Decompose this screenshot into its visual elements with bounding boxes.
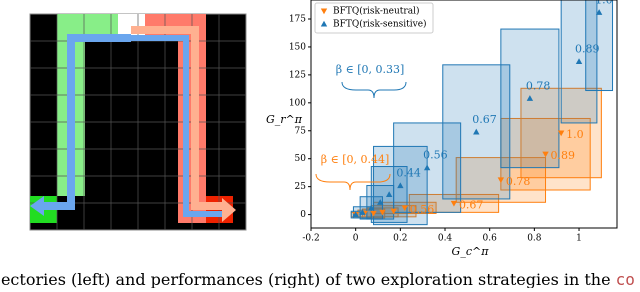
plot: -0.2 0 0.2 0.4 0.6 0.8 1 0 25 50 75 100 125 150 175 0.5… [289,0,618,244]
legend-marker [320,8,328,15]
right-path [131,26,222,210]
point-label: 0.67 [459,198,484,211]
y-tick-label: 150 [289,42,306,52]
point-label: 0.89 [551,149,576,162]
legend-box [314,2,434,34]
x-tick-label: 0.4 [438,234,453,244]
point [370,210,377,217]
plot-frame [310,0,618,229]
point [368,204,375,211]
point-label: 0.56 [410,203,435,216]
point-label: 1.0 [595,0,613,6]
point [397,182,404,189]
point [595,9,603,15]
point [423,164,431,171]
point [390,208,397,215]
point-label: 1.0 [566,128,584,141]
right-path-blue [131,35,222,217]
grid-world [29,13,247,231]
orange-brace [315,173,391,191]
annotation: β ∈ [0, 0.44] [321,153,390,166]
point [379,209,386,216]
y-tick-label: 75 [295,126,307,136]
x-tick-label: 0.8 [527,234,542,244]
y-tick-label: 50 [295,154,307,164]
legend-marker [320,20,328,27]
x-tick-label: 1 [576,234,582,244]
caption: jectories (left) and performances (right… [0,270,635,289]
x-tick-label: -0.2 [302,234,319,244]
y-tick-label: 100 [289,98,306,108]
point-label: 0.78 [526,79,551,92]
caption-code: co [616,270,635,289]
point [450,200,458,207]
y-tick-label: 125 [289,70,306,80]
point [557,130,565,137]
right-arrowhead [222,198,236,222]
y-tick-label: 25 [295,182,307,192]
point [377,199,384,205]
y-tick-label: 0 [300,210,306,220]
point-label: 0.78 [506,175,531,188]
x-tick-label: 0 [353,234,359,244]
point [401,205,409,212]
left-arrowhead [30,196,44,216]
left-path [44,34,131,210]
x-tick-label: 0.2 [393,234,407,244]
point [385,191,393,198]
legend-label: BFTQ(risk-sensitive) [333,19,427,30]
caption-text: jectories (left) and performances (right… [0,270,611,289]
point [497,177,505,184]
annotation: β ∈ [0, 0.33] [336,63,405,76]
point [526,95,534,101]
point-label: 0.56 [423,149,448,162]
point-label: 0.89 [575,42,600,55]
y-tick-label: 175 [289,15,306,25]
x-axis-label: G_c^π [452,245,490,258]
point [352,211,359,218]
blue-brace [341,81,407,99]
legend-label: BFTQ(risk-neutral) [333,6,419,17]
point [359,209,366,215]
point [575,58,583,65]
point-label: 0.44 [396,167,421,180]
std-box [585,0,614,92]
x-tick-label: 0.6 [483,234,498,244]
point-label: 0.67 [472,113,497,126]
point [473,128,480,135]
point [542,151,549,158]
y-axis-label: G_r^π [266,113,303,126]
